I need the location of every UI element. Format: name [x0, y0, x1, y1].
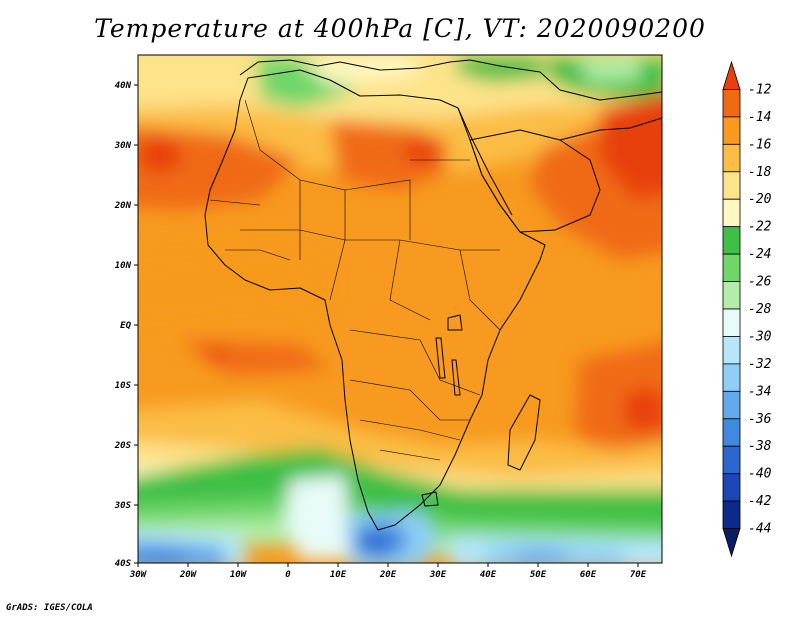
colorbar-label: -14: [748, 110, 771, 125]
lat-label: EQ: [120, 321, 131, 331]
colorbar-swatch: [722, 418, 741, 447]
lat-label: 40S: [115, 559, 132, 569]
lon-label: 30E: [429, 570, 447, 580]
colorbar-label: -40: [748, 467, 772, 482]
arabia: [469, 129, 601, 233]
lon-label: 30W: [129, 570, 148, 580]
colorbar-swatch: [722, 116, 741, 145]
colorbar-swatch: [722, 500, 741, 529]
colorbar-label: -24: [748, 247, 771, 262]
colorbar-swatch: [722, 336, 741, 365]
red-sea: [457, 107, 513, 216]
colorbar-label: -36: [748, 412, 772, 427]
colorbar-swatch: [722, 198, 741, 228]
lesotho: [421, 491, 439, 507]
lat-label: 30S: [114, 501, 132, 511]
colorbar-swatch: [722, 528, 741, 558]
colorbar-label: -34: [748, 384, 771, 399]
lon-label: 70E: [630, 570, 647, 580]
colorbar-swatch: [722, 226, 741, 255]
colorbar-swatch: [722, 143, 741, 173]
lake-malawi: [451, 359, 461, 396]
colorbar-label: -38: [748, 439, 772, 454]
lon-label: 20E: [379, 570, 397, 580]
lat-label: 40N: [115, 81, 132, 91]
colorbar-swatch: [722, 390, 741, 420]
colorbar-label: -20: [748, 192, 772, 207]
madagascar: [507, 394, 541, 471]
colorbar-swatch: [722, 89, 741, 118]
colorbar-swatch: [722, 60, 741, 90]
colorbar-swatch: [722, 363, 741, 392]
lon-label: 60E: [580, 570, 597, 580]
lon-label: 50E: [530, 570, 547, 580]
lake-victoria: [447, 314, 463, 331]
lat-label: 10S: [115, 381, 132, 391]
colorbar-label: -26: [748, 275, 772, 290]
africa-coastline: [204, 69, 546, 531]
colorbar-swatch: [722, 308, 741, 337]
lon-label: 10W: [230, 570, 248, 580]
colorbar-label: -12: [748, 82, 772, 97]
axis-ticks: [134, 84, 639, 567]
colorbar-label: -44: [748, 522, 771, 537]
country-borders: [209, 99, 501, 461]
colorbar-label: -42: [748, 494, 772, 509]
colorbar-label: -18: [748, 165, 772, 180]
colorbar-label: -16: [748, 137, 772, 152]
colorbar-label: -32: [748, 357, 772, 372]
iran-coast: [559, 117, 662, 141]
map-title: Temperature at 400hPa [C], VT: 202009020…: [94, 14, 706, 43]
lat-label: 30N: [114, 141, 132, 151]
coastlines: [204, 59, 662, 531]
grads-credit: GrADS: IGES/COLA: [6, 603, 93, 613]
colorbar-label: -30: [748, 329, 772, 344]
europe-coast: [239, 59, 662, 101]
colorbar-label: -22: [748, 220, 772, 235]
colorbar-swatch: [722, 253, 741, 282]
lon-label: 20W: [179, 570, 198, 580]
lon-label: 10E: [330, 570, 347, 580]
colorbar-swatch: [722, 473, 741, 502]
colorbar-label: -28: [748, 302, 772, 317]
colorbar: -12 -14 -16 -18 -20 -22 -24 -26 -28 -30 -32 -34 -36 -…: [722, 60, 772, 558]
longitude-labels: 30W 20W 10W 0 10E 20E 30E 40E 50E 60E 70…: [129, 570, 647, 580]
lon-label: 0: [285, 570, 291, 580]
colorbar-swatch: [722, 281, 741, 310]
plot-frame: [137, 54, 663, 564]
colorbar-swatch: [722, 445, 741, 475]
lat-label: 20S: [114, 441, 132, 451]
colorbar-swatch: [722, 171, 741, 200]
lake-tanganyika: [435, 337, 446, 379]
lat-label: 10N: [115, 261, 132, 271]
latitude-labels: 40N 30N 20N 10N EQ 10S 20S 30S 40S: [114, 81, 132, 569]
lon-label: 40E: [480, 570, 497, 580]
lat-label: 20N: [114, 201, 132, 211]
